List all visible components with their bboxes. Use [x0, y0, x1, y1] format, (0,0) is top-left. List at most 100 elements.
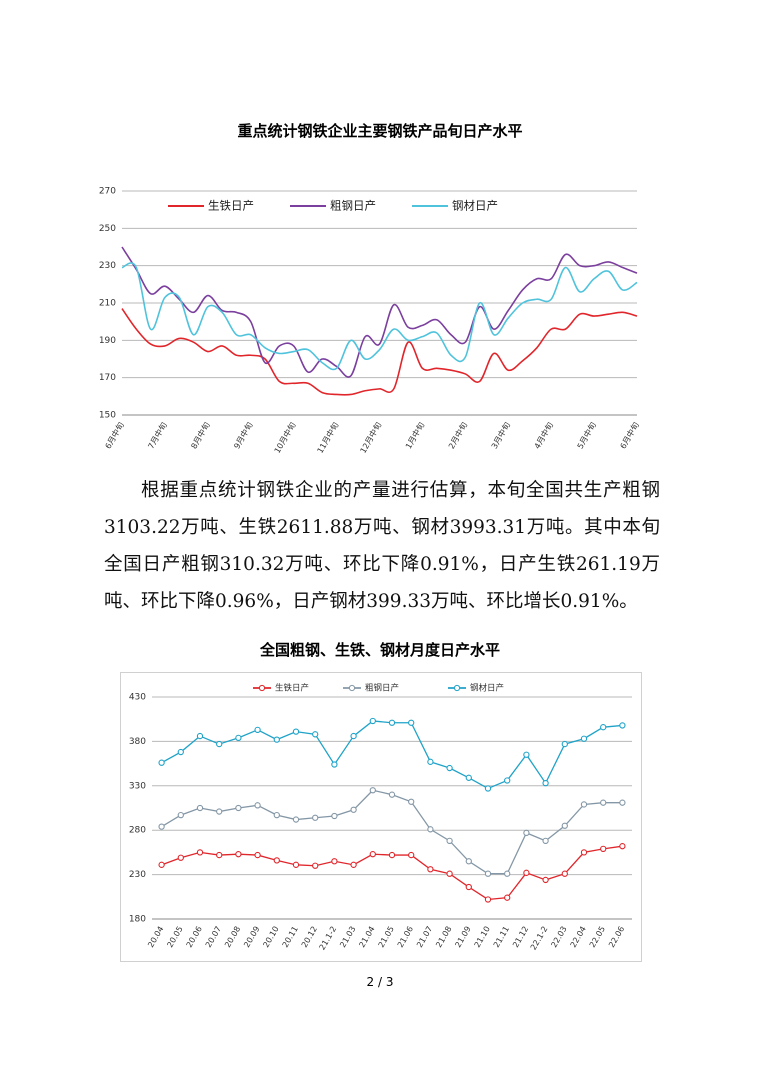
point — [216, 740, 223, 748]
point — [158, 823, 165, 830]
x-tick-label: 21.10 — [473, 925, 492, 949]
point — [350, 806, 357, 813]
point — [312, 862, 319, 869]
legend-marker — [348, 684, 356, 692]
point — [273, 811, 280, 819]
point — [369, 851, 376, 858]
point — [446, 870, 453, 877]
legend-label: 粗钢日产 — [365, 683, 399, 694]
point — [542, 837, 549, 845]
point — [465, 858, 472, 865]
series-line — [121, 262, 638, 371]
point — [235, 851, 242, 858]
point — [216, 851, 223, 859]
x-tick-label: 20.11 — [281, 925, 300, 949]
x-tick-label: 10月中旬 — [272, 420, 298, 455]
point — [331, 761, 338, 768]
chart: 150 170 190 210 230 250 270 6月中旬 7月中旬 8月中旬 9月中旬 10月… — [99, 187, 641, 455]
point — [292, 728, 300, 735]
x-tick-label: 21.07 — [415, 925, 434, 949]
point — [177, 811, 184, 819]
point — [312, 731, 319, 738]
point — [408, 719, 415, 726]
x-tick-label: 22.03 — [549, 925, 568, 949]
series-line — [161, 789, 623, 875]
point — [465, 774, 472, 781]
point — [504, 894, 511, 901]
point — [408, 851, 415, 859]
point — [158, 759, 165, 766]
point — [196, 732, 204, 740]
point — [235, 734, 242, 741]
point — [331, 812, 338, 820]
point — [600, 845, 607, 852]
legend-marker — [453, 684, 461, 692]
x-tick-label: 1月中旬 — [403, 420, 426, 450]
x-tick-label: 21.08 — [434, 925, 453, 949]
point — [619, 722, 626, 729]
point — [273, 857, 280, 864]
point — [254, 851, 261, 859]
point — [561, 822, 568, 829]
point — [388, 791, 396, 798]
point — [561, 740, 568, 748]
x-tick-label: 21.05 — [377, 925, 396, 949]
x-tick-label: 21.11 — [492, 925, 511, 949]
point — [427, 826, 434, 833]
x-tick-label: 20.06 — [185, 925, 204, 949]
x-tick-label: 3月中旬 — [489, 420, 512, 450]
y-tick-label: 170 — [99, 373, 116, 383]
x-tick-label: 8月中旬 — [189, 420, 212, 450]
y-tick-label: 430 — [129, 693, 146, 703]
point — [465, 883, 472, 891]
point — [388, 719, 396, 726]
page-number: 2 / 3 — [366, 975, 394, 989]
point — [254, 726, 261, 734]
point — [254, 802, 261, 809]
legend-label: 生铁日产 — [275, 683, 309, 694]
y-tick-label: 250 — [99, 224, 116, 234]
point — [619, 799, 626, 806]
x-tick-label: 22.05 — [588, 925, 607, 949]
point — [388, 851, 396, 859]
point — [427, 866, 434, 873]
x-tick-label: 6月中旬 — [618, 420, 641, 450]
point — [292, 816, 300, 823]
point — [427, 758, 434, 765]
x-tick-label: 21.09 — [453, 925, 472, 949]
point — [619, 843, 626, 850]
point — [542, 876, 549, 884]
point — [504, 777, 511, 784]
paragraph: 根据重点统计钢铁企业的产量进行估算，本旬全国共生产粗钢3103.22万吨、生铁2… — [104, 480, 660, 612]
point — [158, 861, 165, 868]
point — [580, 849, 588, 856]
point — [561, 870, 568, 877]
legend-label: 钢材日产 — [470, 683, 504, 694]
point — [369, 787, 376, 794]
point — [350, 732, 357, 740]
point — [446, 764, 453, 772]
y-tick-label: 210 — [99, 299, 116, 309]
y-tick-label: 230 — [129, 870, 146, 880]
point — [600, 799, 607, 806]
point — [484, 896, 492, 903]
legend-marker — [258, 684, 266, 692]
point — [235, 804, 242, 812]
x-tick-label: 22.06 — [607, 925, 626, 949]
x-tick-label: 21.12 — [511, 925, 530, 949]
point — [600, 724, 607, 731]
point — [177, 854, 184, 861]
x-tick-label: 12月中旬 — [358, 420, 384, 455]
x-tick-label: 20.09 — [242, 925, 261, 949]
chart-border — [120, 672, 642, 962]
point — [580, 735, 588, 742]
x-tick-label: 2月中旬 — [446, 420, 469, 450]
y-tick-label: 190 — [99, 336, 116, 346]
x-tick-label: 11月中旬 — [315, 420, 341, 455]
x-tick-label: 4月中旬 — [532, 420, 555, 450]
series-line — [161, 720, 623, 790]
x-tick-label: 6月中旬 — [103, 420, 126, 450]
x-tick-label: 9月中旬 — [231, 420, 254, 450]
legend-label: 钢材日产 — [452, 199, 498, 213]
